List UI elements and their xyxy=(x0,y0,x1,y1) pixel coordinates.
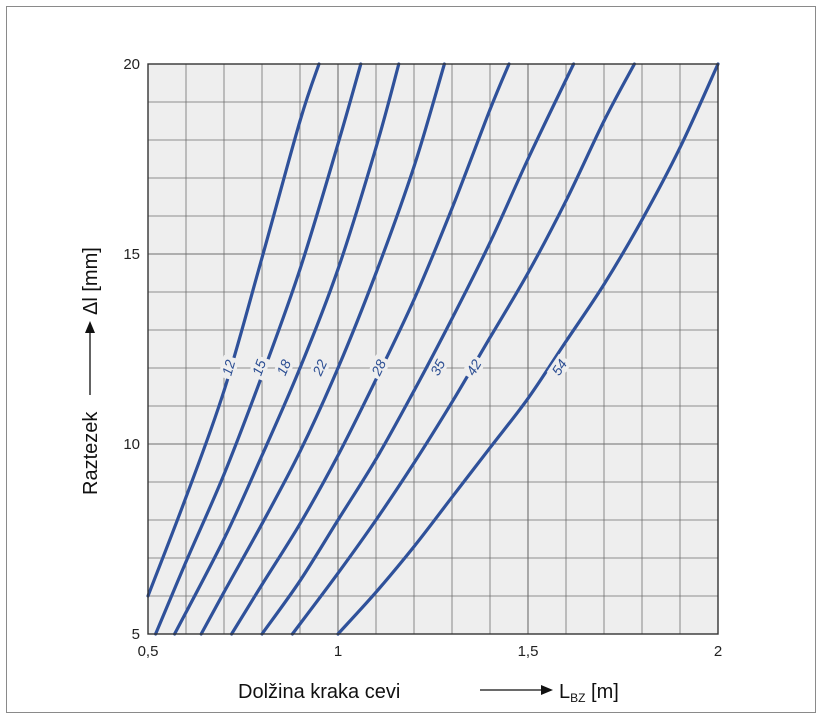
curve-label-gap xyxy=(546,353,573,382)
curve-label-18: 18 xyxy=(273,357,294,378)
y-tick-label: 20 xyxy=(123,56,140,73)
series-line-12 xyxy=(146,62,321,598)
x-tick-label: 1 xyxy=(334,643,342,660)
y-axis-title: Raztezek Δl [mm] xyxy=(80,247,102,495)
x-axis-title: Dolžina kraka cevi LBZ [m] xyxy=(238,681,619,705)
curve-label-gap xyxy=(272,354,296,381)
curve-label-gap xyxy=(366,354,391,381)
curve-label-gap xyxy=(308,354,332,381)
y-tick-label: 10 xyxy=(123,436,140,453)
x-axis-arrow-head xyxy=(541,685,553,695)
curve-label-42: 42 xyxy=(463,356,485,378)
figure-frame xyxy=(6,6,816,713)
curve-label-gap xyxy=(247,354,271,381)
x-axis-unit: LBZ [m] xyxy=(559,681,619,705)
series-group xyxy=(146,62,720,636)
curve-label-54: 54 xyxy=(548,356,570,378)
curve-labels: 12 15 18 22 28 35 42 54 xyxy=(218,353,573,382)
x-tick-label: 0,5 xyxy=(138,643,159,660)
y-axis-unit: Δl [mm] xyxy=(80,247,102,315)
y-tick-label: 5 xyxy=(132,626,140,643)
plot-border xyxy=(147,63,719,635)
curve-label-15: 15 xyxy=(249,357,269,377)
series-line-18 xyxy=(173,62,401,636)
curve-label-35: 35 xyxy=(427,357,449,378)
curve-label-gap xyxy=(425,354,451,381)
tick-labels: 0,5 1 1,5 2 5 10 15 20 xyxy=(123,56,722,660)
series-line-22 xyxy=(199,62,446,636)
y-tick-label: 15 xyxy=(123,246,140,263)
curve-label-gap xyxy=(461,353,487,382)
x-tick-label: 2 xyxy=(714,643,722,660)
x-axis-label: Dolžina kraka cevi xyxy=(238,681,400,703)
curve-label-28: 28 xyxy=(368,357,390,379)
curve-label-22: 22 xyxy=(309,357,331,379)
curve-label-gap xyxy=(218,354,240,381)
plot-area xyxy=(148,64,718,634)
y-axis-arrow-head xyxy=(85,321,95,333)
x-tick-label: 1,5 xyxy=(518,643,539,660)
series-line-54 xyxy=(336,62,720,636)
y-axis-label: Raztezek xyxy=(80,411,102,495)
curve-label-12: 12 xyxy=(219,358,239,378)
series-line-35 xyxy=(260,62,576,636)
